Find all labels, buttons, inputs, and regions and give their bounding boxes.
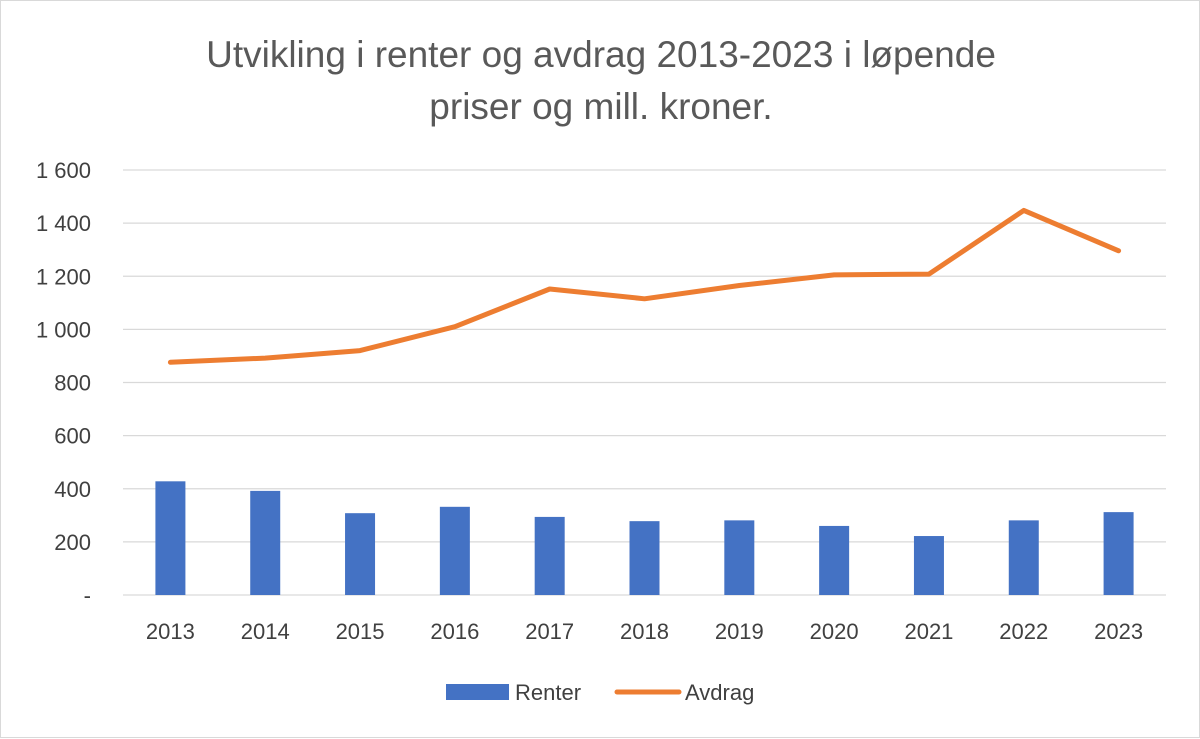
y-tick-label: 1 400 xyxy=(36,211,91,236)
x-tick-label: 2019 xyxy=(715,619,764,644)
y-tick-label: 200 xyxy=(54,530,91,555)
renter-bar xyxy=(1008,520,1039,595)
x-tick-label: 2021 xyxy=(904,619,953,644)
y-tick-label: 800 xyxy=(54,371,91,396)
x-tick-label: 2018 xyxy=(620,619,669,644)
x-tick-label: 2014 xyxy=(241,619,290,644)
chart-title-line-2: priser og mill. kroner. xyxy=(429,86,772,127)
x-tick-label: 2013 xyxy=(146,619,195,644)
x-tick-label: 2017 xyxy=(525,619,574,644)
renter-bars xyxy=(155,481,1134,595)
renter-bar xyxy=(439,506,470,595)
x-tick-label: 2022 xyxy=(999,619,1048,644)
avdrag-line xyxy=(167,207,1122,365)
chart-title-line-1: Utvikling i renter og avdrag 2013-2023 i… xyxy=(206,34,996,75)
y-tick-label: 1 000 xyxy=(36,317,91,342)
renter-bar xyxy=(250,490,281,595)
avdrag-line-group xyxy=(167,207,1122,365)
legend: Renter Avdrag xyxy=(446,680,754,705)
renter-bar xyxy=(534,516,565,595)
renter-bar xyxy=(913,536,944,595)
renter-bar xyxy=(155,481,186,595)
y-tick-label: - xyxy=(84,583,91,608)
gridlines xyxy=(123,169,1166,596)
renter-bar xyxy=(629,521,660,595)
y-axis-ticks: - 200 400 600 800 1 000 1 200 1 400 1 600 xyxy=(36,158,91,608)
renter-bar xyxy=(1103,512,1134,595)
legend-label-renter: Renter xyxy=(515,680,581,705)
y-tick-label: 1 200 xyxy=(36,264,91,289)
y-tick-label: 400 xyxy=(54,477,91,502)
y-tick-label: 1 600 xyxy=(36,158,91,183)
x-tick-label: 2020 xyxy=(810,619,859,644)
y-tick-label: 600 xyxy=(54,424,91,449)
x-tick-label: 2016 xyxy=(430,619,479,644)
x-tick-label: 2015 xyxy=(336,619,385,644)
renter-bar xyxy=(345,513,376,595)
renter-bar xyxy=(724,520,755,595)
x-axis-ticks: 2013 2014 2015 2016 2017 2018 2019 2020 2021 2022… xyxy=(146,619,1143,644)
legend-label-avdrag: Avdrag xyxy=(685,680,754,705)
x-tick-label: 2023 xyxy=(1094,619,1143,644)
renter-bar xyxy=(819,525,850,595)
legend-swatch-renter xyxy=(446,684,509,700)
